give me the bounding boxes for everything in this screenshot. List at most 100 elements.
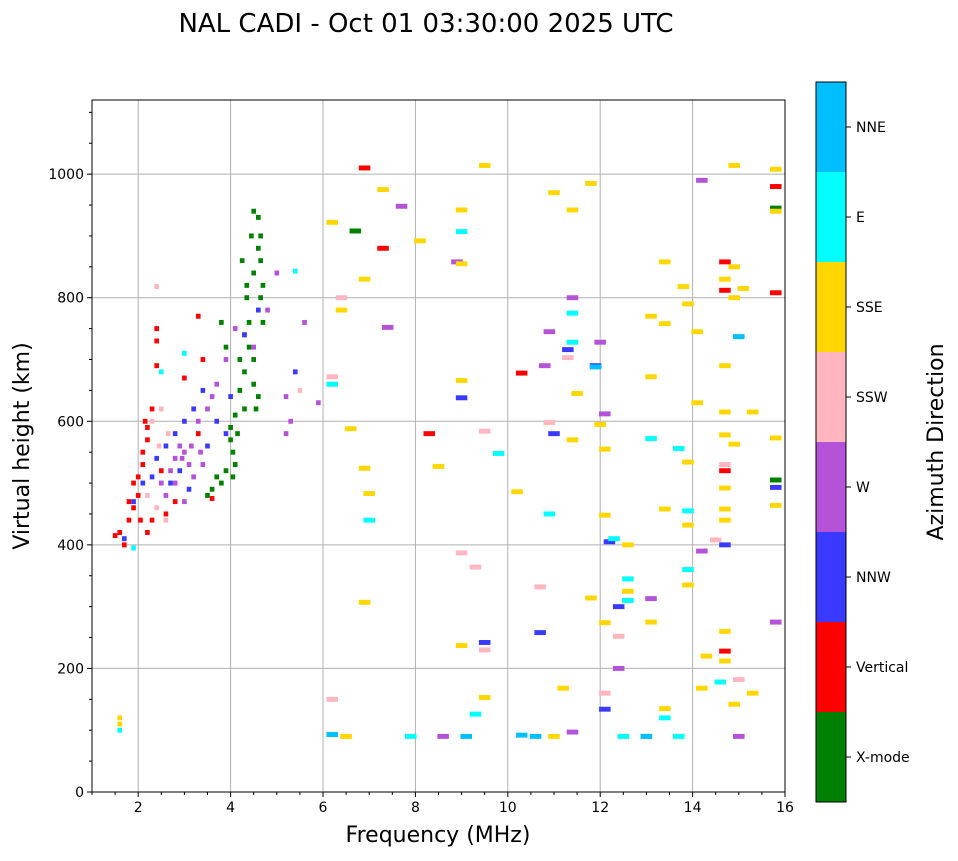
data-point-ssw [149,418,155,424]
data-point-w [172,480,178,486]
data-point-ssw [733,677,745,683]
data-point-ssw [455,550,468,556]
data-point-ssw [145,492,150,498]
y-tick-label: 800 [57,291,84,307]
data-point-nnw [228,394,233,400]
data-point-sse [622,542,634,548]
data-point-e [659,715,671,721]
data-point-nnw [163,443,169,449]
data-point-x-mode [232,462,238,468]
x-tick-label: 12 [591,800,609,816]
data-point-nne [326,732,339,738]
data-point-w [189,443,194,449]
data-point-nnw [200,387,206,393]
data-point-sse [594,421,606,427]
data-point-sse [682,301,694,307]
data-point-nnw [769,484,782,490]
data-point-vertical [515,370,528,376]
data-point-nnw [603,539,616,545]
data-point-nnw [214,418,220,424]
data-point-vertical [154,363,159,369]
data-point-sse [344,426,357,432]
data-point-ssw [709,537,722,543]
data-point-x-mode [256,245,261,251]
data-point-w [733,733,745,739]
data-point-e [455,229,468,235]
data-point-vertical [719,648,731,654]
data-point-sse [719,276,731,282]
data-point-w [209,394,215,400]
data-point-sse [455,207,468,213]
data-point-x-mode [230,474,236,480]
data-point-sse [719,506,731,512]
data-point-e [158,369,164,375]
x-axis-ticks: 2 4 6 8 10 12 14 16 [91,792,794,816]
colorbar-frame [815,81,847,803]
colorbar-label-vertical: Vertical [856,660,908,676]
data-point-sse [548,190,560,196]
data-point-w [251,344,257,350]
data-point-w [566,295,579,301]
data-point-sse [478,694,491,700]
data-point-nnw [478,640,491,645]
data-point-x-mode [242,369,247,375]
data-point-nnw [191,406,196,412]
data-point-nnw [182,418,187,424]
data-point-nnw [186,486,192,492]
data-point-sse [677,284,690,290]
data-point-w [274,270,280,276]
data-point-nnw [242,332,247,338]
data-point-nnw [599,706,611,712]
data-point-e [672,733,685,739]
data-point-x-mode [232,412,238,418]
data-point-nne [529,733,542,739]
data-point-sse [455,261,468,267]
data-point-nnw [122,536,127,542]
data-point-x-mode [246,319,252,325]
data-point-sse [659,321,671,327]
x-tick-label: 4 [226,800,235,816]
data-point-x-mode [244,295,250,301]
data-point-sse [599,620,611,626]
data-point-w [566,729,579,735]
data-point-w [612,665,625,671]
data-point-x-mode [235,431,240,437]
data-point-vertical [200,357,206,362]
data-point-vertical [423,431,436,437]
data-point-sse [599,512,611,518]
y-tick-label: 600 [57,414,84,430]
data-point-ssw [297,387,303,393]
data-point-sse [719,432,731,438]
data-point-vertical [719,259,731,265]
data-point-vertical [145,530,150,535]
data-points [112,163,782,739]
data-point-sse [719,363,731,369]
data-point-ssw [154,284,159,290]
data-point-vertical [719,287,731,293]
colorbar-label-e: E [856,210,865,226]
data-point-nnw [292,369,298,375]
data-point-x-mode [228,424,233,430]
data-point-sse [557,685,570,691]
data-point-nnw [719,542,731,548]
data-point-e [182,350,187,356]
data-point-e [131,545,136,551]
data-point-vertical [377,245,389,251]
data-point-w [599,411,611,417]
data-point-sse [719,628,731,634]
data-point-vertical [142,418,148,424]
data-point-x-mode [209,486,215,492]
data-point-vertical [135,474,141,480]
data-point-e [682,567,694,573]
data-point-e [622,576,634,582]
data-point-x-mode [223,344,229,350]
data-point-nnw [562,347,574,353]
data-point-w [168,468,173,474]
data-point-x-mode [228,437,233,443]
data-point-vertical [182,375,187,381]
data-point-sse [566,207,579,213]
data-point-sse [455,643,468,649]
colorbar: X-mode Vertical NNW W SSW SSE E NNE [815,81,910,803]
data-point-vertical [135,492,141,498]
data-point-sse [478,163,491,168]
